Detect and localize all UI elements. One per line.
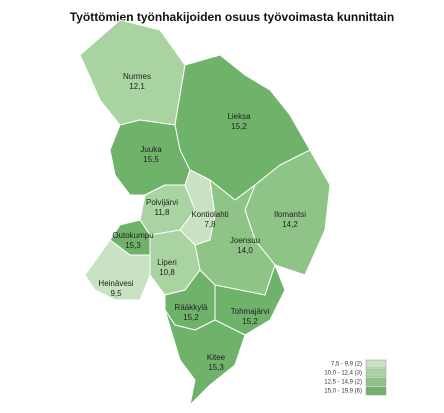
region-value: 7,8 <box>204 220 216 229</box>
legend-label: 7,5 - 9,9 (2) <box>331 362 362 368</box>
legend-swatch <box>365 377 387 387</box>
region-labels: Nurmes12,1Lieksa15,2Juuka15,5Polvijärvi1… <box>98 72 306 372</box>
region-name: Liperi <box>157 258 177 267</box>
region-value: 11,8 <box>155 208 171 217</box>
region <box>84 239 151 301</box>
region-name: Juuka <box>140 145 162 154</box>
region-value: 15,3 <box>208 363 224 372</box>
region-name: Kitee <box>207 353 226 362</box>
region-value: 14,2 <box>282 220 298 229</box>
region-value: 15,2 <box>183 313 199 322</box>
regions <box>79 19 331 407</box>
region-name: Heinävesi <box>98 279 133 288</box>
legend-label: 10,0 - 12,4 (3) <box>324 371 362 377</box>
region-name: Rääkkylä <box>175 303 208 312</box>
region-value: 12,1 <box>129 82 145 91</box>
region-name: Tohmajärvi <box>231 307 270 316</box>
region-value: 10,8 <box>159 268 175 277</box>
region-name: Nurmes <box>123 72 151 81</box>
legend-label: 12,5 - 14,9 (2) <box>324 380 362 386</box>
region-name: Joensuu <box>230 236 260 245</box>
region-name: Outokumpu <box>112 231 153 240</box>
legend-swatch <box>365 386 387 396</box>
legend-swatch <box>365 368 387 378</box>
legend-label: 15,0 - 19,9 (6) <box>324 389 362 395</box>
region-value: 15,2 <box>231 122 247 131</box>
region-name: Kontiolahti <box>191 210 229 219</box>
region-name: Lieksa <box>227 112 251 121</box>
region-value: 15,5 <box>143 155 159 164</box>
legend: 7,5 - 9,9 (2) 10,0 - 12,4 (3) 12,5 - 14,9 … <box>324 359 387 396</box>
region-value: 9,5 <box>110 289 122 298</box>
map-title: Työttömien työnhakijoiden osuus työvoima… <box>70 10 394 24</box>
region-value: 15,3 <box>125 241 141 250</box>
region-value: 15,2 <box>242 317 258 326</box>
region-name: Polvijärvi <box>146 198 178 207</box>
legend-swatch <box>365 359 387 369</box>
region-name: Ilomantsi <box>274 210 306 219</box>
region-value: 14,0 <box>237 246 253 255</box>
region <box>164 309 246 407</box>
